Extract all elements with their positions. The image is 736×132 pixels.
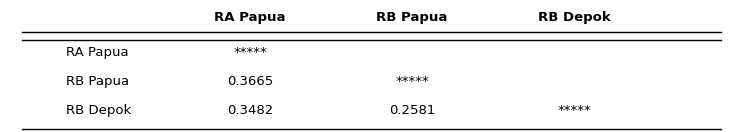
Text: RB Papua: RB Papua xyxy=(377,11,447,24)
Text: RA Papua: RA Papua xyxy=(66,46,129,59)
Text: 0.3665: 0.3665 xyxy=(227,75,273,88)
Text: RB Papua: RB Papua xyxy=(66,75,130,88)
Text: RB Depok: RB Depok xyxy=(538,11,610,24)
Text: RB Depok: RB Depok xyxy=(66,104,132,117)
Text: 0.2581: 0.2581 xyxy=(389,104,436,117)
Text: RA Papua: RA Papua xyxy=(214,11,286,24)
Text: 0.3482: 0.3482 xyxy=(227,104,273,117)
Text: *****: ***** xyxy=(395,75,429,88)
Text: *****: ***** xyxy=(557,104,591,117)
Text: *****: ***** xyxy=(233,46,267,59)
